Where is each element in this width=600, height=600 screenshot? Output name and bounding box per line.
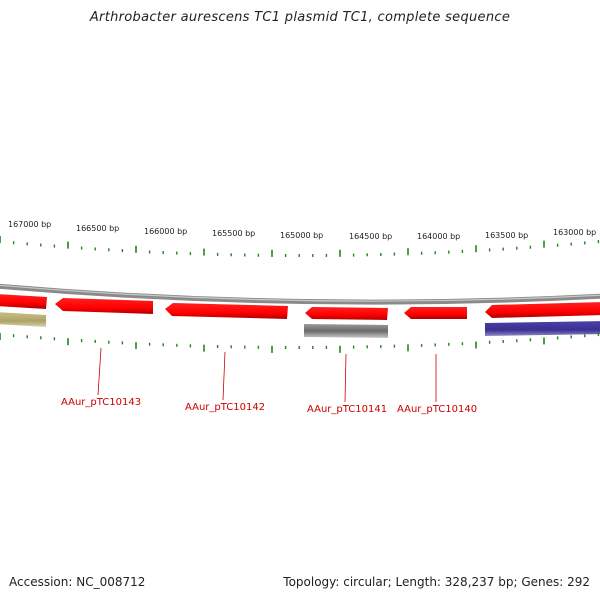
scale-label: 165000 bp	[280, 231, 323, 240]
scale-label: 164000 bp	[417, 232, 460, 241]
sequence-backbone-highlight	[0, 284, 600, 302]
map-title: Arthrobacter aurescens TC1 plasmid TC1, …	[89, 10, 511, 25]
gene-arrow	[0, 294, 47, 309]
scale-label: 163500 bp	[485, 231, 528, 240]
leader-line	[97, 347, 102, 396]
scale-label: 163000 bp	[553, 228, 596, 237]
forward-genes	[0, 294, 600, 320]
outer-scale-ticks	[0, 236, 600, 257]
scale-label: 166500 bp	[76, 224, 119, 233]
topology-summary: Topology: circular; Length: 328,237 bp; …	[283, 575, 590, 589]
olive-gene-bar	[0, 312, 46, 327]
gene-label: AAur_pTC10143	[61, 397, 141, 408]
gene-label: AAur_pTC10141	[307, 404, 387, 415]
scale-labels: 167000 bp 166500 bp 166000 bp 165500 bp …	[8, 220, 596, 241]
gene-label-leaders	[97, 347, 437, 403]
gene-labels: AAur_pTC10143 AAur_pTC10142 AAur_pTC1014…	[61, 397, 477, 415]
gene-label: AAur_pTC10140	[397, 404, 477, 415]
scale-label: 164500 bp	[349, 232, 392, 241]
gray-gene-bar	[304, 324, 388, 338]
scale-label: 167000 bp	[8, 220, 51, 229]
gene-arrow	[55, 298, 153, 314]
gene-arrow	[485, 302, 600, 318]
gene-arrow	[404, 307, 467, 319]
leader-line	[222, 351, 226, 401]
purple-gene-bar	[485, 321, 600, 336]
leader-line	[344, 353, 347, 403]
inner-scale-ticks	[0, 333, 600, 353]
accession-text: Accession: NC_008712	[9, 575, 146, 589]
scale-label: 166000 bp	[144, 227, 187, 236]
gene-label: AAur_pTC10142	[185, 402, 265, 413]
gene-arrow	[305, 307, 388, 320]
sequence-backbone	[0, 283, 600, 305]
scale-label: 165500 bp	[212, 229, 255, 238]
gene-arrow	[165, 303, 288, 319]
reverse-genes	[0, 312, 600, 338]
